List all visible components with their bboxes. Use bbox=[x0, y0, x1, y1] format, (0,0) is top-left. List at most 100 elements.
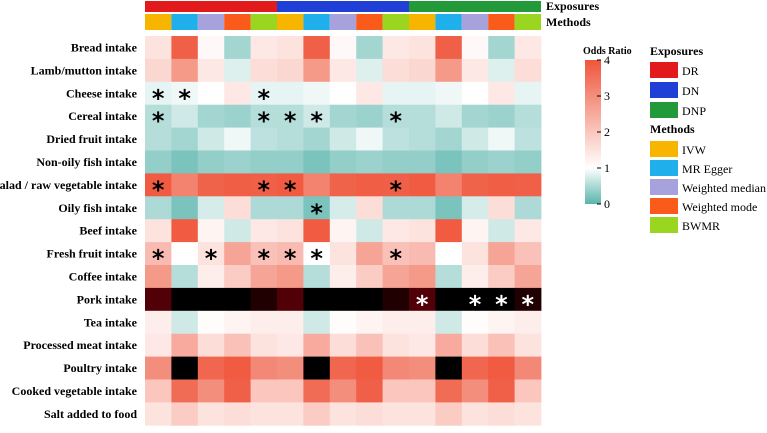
heatmap-cell bbox=[329, 196, 357, 220]
heatmap-cell bbox=[277, 219, 304, 243]
legend-methods: IVW MR Egger Weighted median Weighted mode B… bbox=[650, 141, 766, 233]
heatmap-cell bbox=[435, 402, 463, 426]
heatmap-cell bbox=[435, 36, 463, 60]
significance-star: * bbox=[390, 107, 403, 135]
legend-swatch-mr-egger bbox=[650, 160, 678, 176]
heatmap-cell bbox=[145, 36, 172, 60]
heatmap-cell bbox=[461, 333, 489, 357]
heatmap-cell bbox=[435, 379, 463, 403]
heatmap-cell bbox=[277, 81, 304, 106]
heatmap-cell bbox=[250, 333, 278, 357]
colorbar-tick-label: 0 bbox=[604, 197, 610, 211]
heatmap-cell bbox=[409, 379, 436, 403]
heatmap-cell bbox=[382, 104, 410, 128]
heatmap-cell bbox=[461, 58, 489, 83]
heatmap-cell bbox=[382, 58, 410, 83]
heatmap-cell bbox=[197, 379, 225, 403]
heatmap-cell bbox=[250, 81, 278, 106]
heatmap-cell bbox=[329, 150, 357, 174]
heatmap-cell bbox=[303, 104, 331, 128]
exposure-bar-dnp bbox=[409, 1, 541, 12]
legend-label-weighted-median: Weighted median bbox=[682, 181, 766, 195]
method-bar-cell bbox=[461, 14, 489, 30]
heatmap-cell bbox=[461, 196, 489, 220]
heatmap-cell bbox=[435, 81, 463, 106]
significance-star: * bbox=[152, 84, 165, 112]
heatmap-cell bbox=[171, 333, 199, 357]
row-label: Processed meat intake bbox=[23, 338, 137, 352]
heatmap-cell bbox=[488, 333, 515, 357]
heatmap-cell bbox=[145, 265, 172, 289]
heatmap-cell bbox=[197, 219, 225, 243]
heatmap-cell bbox=[250, 173, 278, 197]
heatmap-cell bbox=[303, 58, 331, 83]
row-label: Non-oily fish intake bbox=[36, 155, 137, 169]
heatmap-cell bbox=[250, 150, 278, 174]
heatmap-cell bbox=[224, 219, 251, 243]
row-label: Tea intake bbox=[84, 315, 138, 329]
heatmap-cell bbox=[277, 196, 304, 220]
heatmap-cell bbox=[329, 58, 357, 83]
heatmap-cell bbox=[171, 265, 199, 289]
heatmap-cell bbox=[488, 127, 515, 151]
heatmap-cell bbox=[461, 127, 489, 151]
heatmap-cell bbox=[409, 36, 436, 60]
heatmap-cell bbox=[514, 219, 542, 243]
significance-star: * bbox=[390, 176, 403, 204]
heatmap-cell bbox=[488, 219, 515, 243]
heatmap-cell bbox=[356, 219, 383, 243]
heatmap-cell bbox=[435, 265, 463, 289]
heatmap-cell bbox=[356, 356, 383, 380]
heatmap-cell bbox=[303, 150, 331, 174]
heatmap-cell bbox=[197, 356, 225, 380]
method-bar-cell bbox=[382, 14, 409, 30]
heatmap-cell bbox=[224, 127, 251, 151]
row-label: Salad / raw vegetable intake bbox=[0, 178, 138, 192]
heatmap-cell bbox=[250, 379, 278, 403]
row-label: Cereal intake bbox=[68, 109, 137, 123]
colorbar-title: Odds Ratio bbox=[583, 46, 632, 57]
heatmap-cell bbox=[356, 402, 383, 426]
heatmap-cell bbox=[514, 287, 542, 312]
significance-star: * bbox=[152, 245, 165, 273]
heatmap-cell bbox=[461, 173, 489, 197]
legend-swatch-ivw bbox=[650, 141, 678, 157]
heatmap-cell bbox=[514, 265, 542, 289]
heatmap-cell bbox=[303, 36, 331, 60]
heatmap-cell bbox=[277, 150, 304, 174]
heatmap-cell bbox=[409, 81, 436, 106]
heatmap-cell bbox=[197, 265, 225, 289]
heatmap-cell bbox=[303, 287, 331, 312]
heatmap-cell bbox=[461, 219, 489, 243]
heatmap-cell bbox=[356, 265, 383, 289]
legend-label-mr-egger: MR Egger bbox=[682, 162, 732, 176]
significance-star: * bbox=[152, 107, 165, 135]
legend-methods-title: Methods bbox=[650, 122, 695, 136]
heatmap-cell bbox=[224, 58, 251, 83]
heatmap-cell bbox=[329, 310, 357, 335]
heatmap-cell bbox=[197, 127, 225, 151]
heatmap-cell bbox=[382, 173, 410, 197]
method-bar-cell bbox=[224, 14, 251, 30]
heatmap-cell bbox=[409, 287, 436, 312]
heatmap-cell bbox=[145, 402, 172, 426]
heatmap-cell bbox=[277, 356, 304, 380]
significance-star: * bbox=[258, 176, 271, 204]
legend-swatch-dnp bbox=[650, 102, 678, 118]
significance-star: * bbox=[284, 176, 297, 204]
heatmap-cell bbox=[382, 402, 410, 426]
heatmap-cell bbox=[409, 150, 436, 174]
significance-marks: * * ** * * * ** * * *** * * * * ** * * * bbox=[152, 84, 535, 318]
heatmap-cell bbox=[356, 150, 383, 174]
heatmap-cell bbox=[303, 219, 331, 243]
heatmap-cell bbox=[409, 310, 436, 335]
heatmap-cell bbox=[435, 196, 463, 220]
heatmap-cell bbox=[145, 173, 172, 197]
heatmap-cell bbox=[356, 333, 383, 357]
heatmap-cell bbox=[277, 402, 304, 426]
heatmap-cell bbox=[514, 81, 542, 106]
heatmap-cell bbox=[277, 333, 304, 357]
heatmap-cell bbox=[171, 173, 199, 197]
heatmap-cell bbox=[514, 333, 542, 357]
row-label: Cheese intake bbox=[66, 86, 138, 100]
